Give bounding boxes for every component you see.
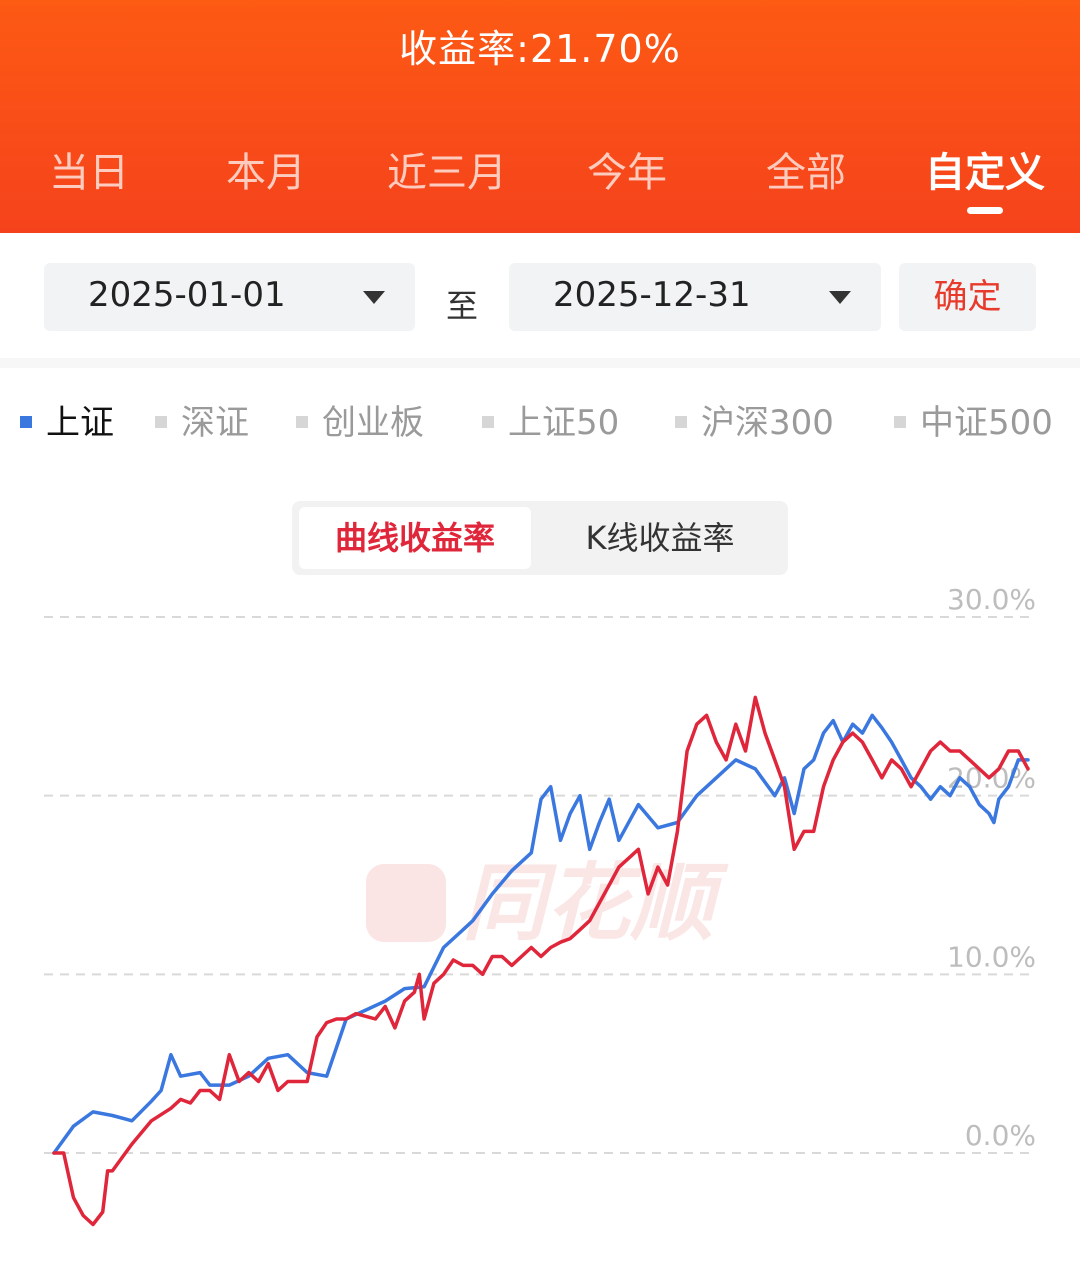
tab-all[interactable]: 全部 xyxy=(766,150,846,196)
chevron-down-icon xyxy=(829,291,851,304)
y-tick-label: 30.0% xyxy=(947,583,1036,616)
yield-chart-svg: 同花顺 0.0%10.0%20.0%30.0% xyxy=(44,583,1036,1227)
series-marker-icon xyxy=(20,415,32,428)
tab-today[interactable]: 当日 xyxy=(49,150,129,196)
series-marker-icon xyxy=(482,415,494,428)
y-tick-label: 10.0% xyxy=(947,940,1036,973)
index-tab-csi300[interactable]: 沪深300 xyxy=(675,395,834,444)
index-tab-shanghai[interactable]: 上证 xyxy=(20,395,114,444)
tab-last-three-months[interactable]: 近三月 xyxy=(387,150,507,196)
end-date-value: 2025-12-31 xyxy=(553,275,751,315)
start-date-picker[interactable]: 2025-01-01 xyxy=(44,263,415,331)
index-tab-label: 沪深300 xyxy=(701,403,834,443)
index-tab-chinext[interactable]: 创业板 xyxy=(296,395,424,444)
tab-this-month[interactable]: 本月 xyxy=(226,150,306,196)
index-tab-label: 上证50 xyxy=(508,403,620,443)
end-date-picker[interactable]: 2025-12-31 xyxy=(509,263,881,331)
index-tab-shenzhen[interactable]: 深证 xyxy=(155,395,249,444)
active-tab-indicator xyxy=(967,207,1003,214)
date-range-row: 2025-01-01 至 2025-12-31 确定 xyxy=(0,233,1080,358)
y-tick-label: 0.0% xyxy=(965,1119,1036,1152)
series-marker-icon xyxy=(894,415,906,428)
watermark-text: 同花顺 xyxy=(462,854,729,952)
date-separator: 至 xyxy=(446,287,479,325)
mode-curve-yield[interactable]: 曲线收益率 xyxy=(299,507,531,569)
start-date-value: 2025-01-01 xyxy=(88,275,286,315)
watermark-logo-icon xyxy=(366,864,446,942)
series-marker-icon xyxy=(155,415,167,428)
tab-custom[interactable]: 自定义 xyxy=(925,150,1045,196)
confirm-button[interactable]: 确定 xyxy=(899,263,1036,331)
index-tab-csi500[interactable]: 中证500 xyxy=(894,395,1053,444)
period-tabs: 当日 本月 近三月 今年 全部 自定义 xyxy=(0,140,1080,230)
series-marker-icon xyxy=(675,415,687,428)
y-axis-ticks: 0.0%10.0%20.0%30.0% xyxy=(947,583,1036,1152)
index-tab-label: 中证500 xyxy=(920,403,1053,443)
index-tab-label: 深证 xyxy=(181,403,249,443)
section-divider xyxy=(0,358,1080,368)
index-tab-sse50[interactable]: 上证50 xyxy=(482,395,619,444)
tab-this-year[interactable]: 今年 xyxy=(587,150,667,196)
index-tabs: 上证 深证 创业板 上证50 沪深300 中证500 xyxy=(0,395,1080,450)
watermark: 同花顺 xyxy=(366,854,729,952)
chart-mode-toggle: 曲线收益率 K线收益率 xyxy=(292,501,788,575)
index-tab-label: 上证 xyxy=(46,403,114,443)
chevron-down-icon xyxy=(363,291,385,304)
yield-chart: 同花顺 0.0% 10.0% 20.0% 30.0% xyxy=(0,580,1080,1278)
index-tab-label: 创业板 xyxy=(322,403,424,443)
series-line-red xyxy=(52,695,1030,1227)
series-marker-icon xyxy=(296,415,308,428)
grid xyxy=(44,616,1036,1154)
header-bar: 收益率:21.70% 当日 本月 近三月 今年 全部 自定义 xyxy=(0,0,1080,233)
mode-kline-yield[interactable]: K线收益率 xyxy=(585,519,735,557)
yield-title: 收益率:21.70% xyxy=(399,27,681,71)
series xyxy=(52,695,1030,1227)
